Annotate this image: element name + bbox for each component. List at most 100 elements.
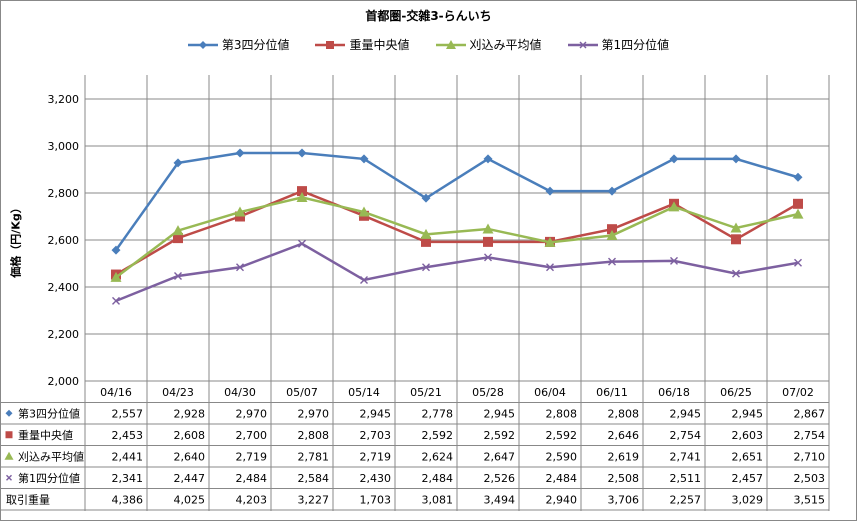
marker-triangle bbox=[172, 225, 184, 236]
marker-triangle bbox=[358, 206, 370, 217]
marker-x bbox=[546, 263, 554, 272]
x-tick-label: 05/21 bbox=[410, 386, 442, 399]
table-cell: 2,646 bbox=[608, 429, 640, 442]
table-cell: 3,081 bbox=[422, 493, 454, 506]
legend-swatch bbox=[315, 40, 346, 49]
marker-square bbox=[5, 431, 13, 439]
table-cell: 2,257 bbox=[670, 493, 702, 506]
legend: 第3四分位値 重量中央値 刈込み平均値 第1四分位値 bbox=[0, 36, 857, 53]
table-cell: 3,706 bbox=[608, 493, 640, 506]
marker-diamond bbox=[607, 186, 617, 196]
x-tick-label: 05/07 bbox=[286, 386, 318, 399]
table-cell: 2,592 bbox=[546, 429, 578, 442]
table-row-header: 重量中央値 bbox=[18, 428, 73, 442]
marker-triangle bbox=[668, 201, 680, 212]
legend-swatch bbox=[435, 39, 466, 49]
x-tick-label: 05/14 bbox=[348, 386, 380, 399]
legend-label: 第3四分位値 bbox=[221, 38, 290, 52]
marker-triangle bbox=[606, 230, 618, 241]
table-cell: 2,741 bbox=[670, 450, 702, 463]
marker-diamond bbox=[297, 148, 307, 158]
marker-x bbox=[174, 271, 182, 280]
marker-diamond bbox=[111, 245, 121, 255]
table-row-header: 刈込み平均値 bbox=[18, 450, 84, 463]
marker-x bbox=[298, 239, 306, 248]
y-tick-label: 2,600 bbox=[48, 234, 80, 247]
marker-diamond bbox=[359, 154, 369, 164]
marker-x-stroke bbox=[546, 263, 554, 272]
table-cell: 4,025 bbox=[174, 493, 206, 506]
marker-square bbox=[793, 198, 803, 209]
table-cell: 2,508 bbox=[608, 472, 640, 485]
table-cell: 2,503 bbox=[794, 472, 826, 485]
marker-diamond bbox=[198, 40, 207, 49]
table-cell: 2,619 bbox=[608, 450, 640, 463]
marker-square bbox=[297, 186, 307, 197]
marker-diamond bbox=[235, 148, 245, 158]
marker-x-stroke bbox=[360, 275, 368, 284]
table-cell: 2,603 bbox=[732, 429, 764, 442]
marker-square bbox=[326, 40, 335, 49]
table-cell: 2,703 bbox=[360, 429, 392, 442]
marker-x bbox=[732, 269, 740, 278]
marker-x bbox=[579, 41, 587, 48]
table-cell: 2,647 bbox=[484, 450, 516, 463]
marker-x-stroke bbox=[174, 271, 182, 280]
table-cell: 2,867 bbox=[794, 407, 826, 420]
marker-triangle bbox=[482, 223, 494, 234]
marker-x-stroke bbox=[6, 474, 12, 481]
x-tick-label: 06/04 bbox=[534, 386, 566, 399]
legend-swatch bbox=[567, 41, 598, 48]
table-cell: 2,808 bbox=[298, 429, 330, 442]
table-cell: 2,970 bbox=[236, 407, 268, 420]
x-tick-label: 06/18 bbox=[658, 386, 690, 399]
marker-diamond bbox=[669, 154, 679, 164]
marker-x-stroke bbox=[298, 239, 306, 248]
table-cell: 2,484 bbox=[422, 472, 454, 485]
table-cell: 2,719 bbox=[236, 450, 268, 463]
table-cell: 2,484 bbox=[236, 472, 268, 485]
table-cell: 2,557 bbox=[112, 407, 144, 420]
legend-label: 重量中央値 bbox=[349, 38, 410, 52]
marker-x bbox=[236, 263, 244, 272]
marker-diamond bbox=[793, 172, 803, 182]
y-tick-label: 3,000 bbox=[48, 140, 80, 153]
marker-x bbox=[794, 258, 802, 267]
marker-x bbox=[360, 275, 368, 284]
table-cell: 2,584 bbox=[298, 472, 330, 485]
table-cell: 2,447 bbox=[174, 472, 206, 485]
table-cell: 2,484 bbox=[546, 472, 578, 485]
legend-label: 第1四分位値 bbox=[601, 38, 670, 52]
table-cell: 2,781 bbox=[298, 450, 330, 463]
table-cell: 2,754 bbox=[670, 429, 702, 442]
table-cell: 2,945 bbox=[670, 407, 702, 420]
legend-item: 第3四分位値 bbox=[187, 36, 290, 53]
table-cell: 3,515 bbox=[794, 493, 826, 506]
marker-triangle bbox=[296, 191, 308, 202]
y-tick-label: 2,000 bbox=[48, 375, 80, 388]
x-tick-label: 04/23 bbox=[162, 386, 194, 399]
legend-item: 重量中央値 bbox=[315, 36, 410, 53]
table-cell: 2,778 bbox=[422, 407, 454, 420]
marker-x-stroke bbox=[112, 296, 120, 305]
marker-x-stroke bbox=[732, 269, 740, 278]
x-tick-label: 04/30 bbox=[224, 386, 256, 399]
table-cell: 2,441 bbox=[112, 450, 144, 463]
series-line bbox=[114, 151, 799, 251]
y-tick-label: 2,800 bbox=[48, 187, 80, 200]
marker-x-stroke bbox=[608, 257, 616, 266]
series-line bbox=[115, 242, 799, 303]
y-tick-label: 3,200 bbox=[48, 93, 80, 106]
chart-title: 首都圏-交雑3-らんいち bbox=[365, 9, 492, 23]
x-tick-label: 06/11 bbox=[596, 386, 628, 399]
table-cell: 1,703 bbox=[360, 493, 392, 506]
marker-x bbox=[422, 263, 430, 272]
table-row-header: 第1四分位値 bbox=[18, 471, 80, 485]
table-cell: 2,341 bbox=[112, 472, 144, 485]
table-row-header: 取引重量 bbox=[6, 492, 50, 506]
marker-x bbox=[484, 253, 492, 262]
table-cell: 4,386 bbox=[112, 493, 144, 506]
table-row-header: 第3四分位値 bbox=[18, 406, 80, 420]
marker-diamond bbox=[483, 154, 493, 164]
table-cell: 2,928 bbox=[174, 407, 206, 420]
